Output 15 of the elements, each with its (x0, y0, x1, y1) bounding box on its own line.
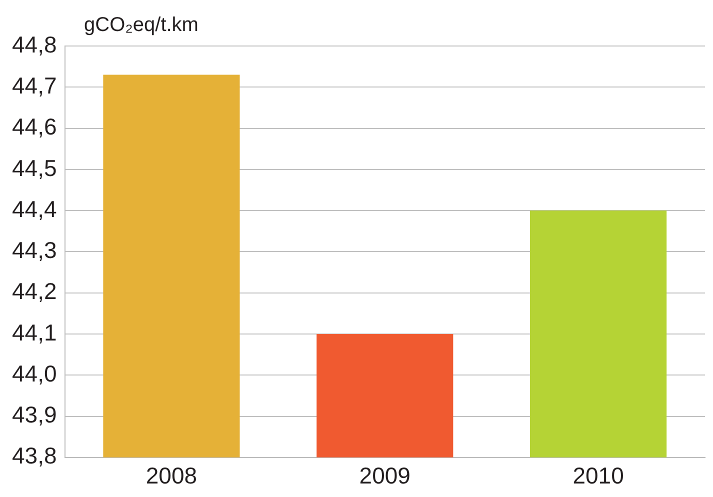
y-axis-title: gCO₂eq/t.km (84, 14, 198, 37)
y-tick-label: 44,6 (12, 114, 57, 140)
x-tick-label: 2010 (572, 462, 624, 489)
y-tick-label: 44,1 (12, 319, 57, 346)
y-tick-label: 44,3 (12, 237, 57, 264)
y-tick-label: 44,2 (12, 278, 57, 304)
y-tick-label: 44,4 (12, 196, 57, 222)
x-tick-label: 2009 (359, 462, 410, 489)
y-tick-label: 43,9 (12, 402, 57, 428)
y-tick-label: 44,7 (12, 72, 57, 98)
x-tick-label: 2008 (146, 462, 198, 489)
y-tick-label: 44,0 (12, 360, 57, 386)
y-tick-label: 43,8 (12, 442, 57, 469)
y-tick-label: 44,5 (12, 154, 57, 181)
y-tick-label: 44,8 (12, 31, 57, 58)
